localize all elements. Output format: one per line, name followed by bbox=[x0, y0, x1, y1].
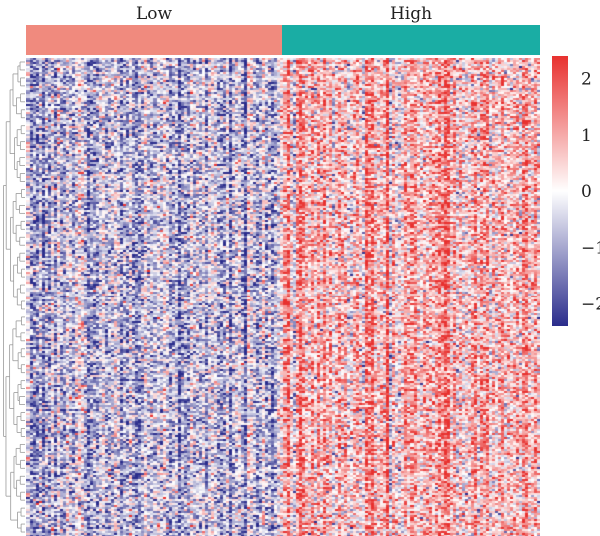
colorbar-tick-label: −2 bbox=[581, 295, 600, 315]
colorbar-tick-label: 0 bbox=[581, 182, 592, 202]
group-label-high: High bbox=[390, 4, 432, 24]
colorbar-tick-label: 2 bbox=[581, 70, 592, 90]
colorbar-tick-label: 1 bbox=[581, 126, 592, 146]
row-dendrogram bbox=[3, 61, 25, 533]
color-scale-bar bbox=[552, 56, 568, 326]
group-bar-high bbox=[282, 25, 540, 55]
column-group-annotation: Low High bbox=[26, 4, 540, 55]
group-bar-low bbox=[26, 25, 282, 55]
heatmap-grid bbox=[26, 58, 540, 536]
color-scale-legend: 2 1 0 −1 −2 bbox=[552, 56, 600, 326]
group-label-low: Low bbox=[136, 4, 173, 24]
colorbar-tick-label: −1 bbox=[581, 238, 600, 258]
